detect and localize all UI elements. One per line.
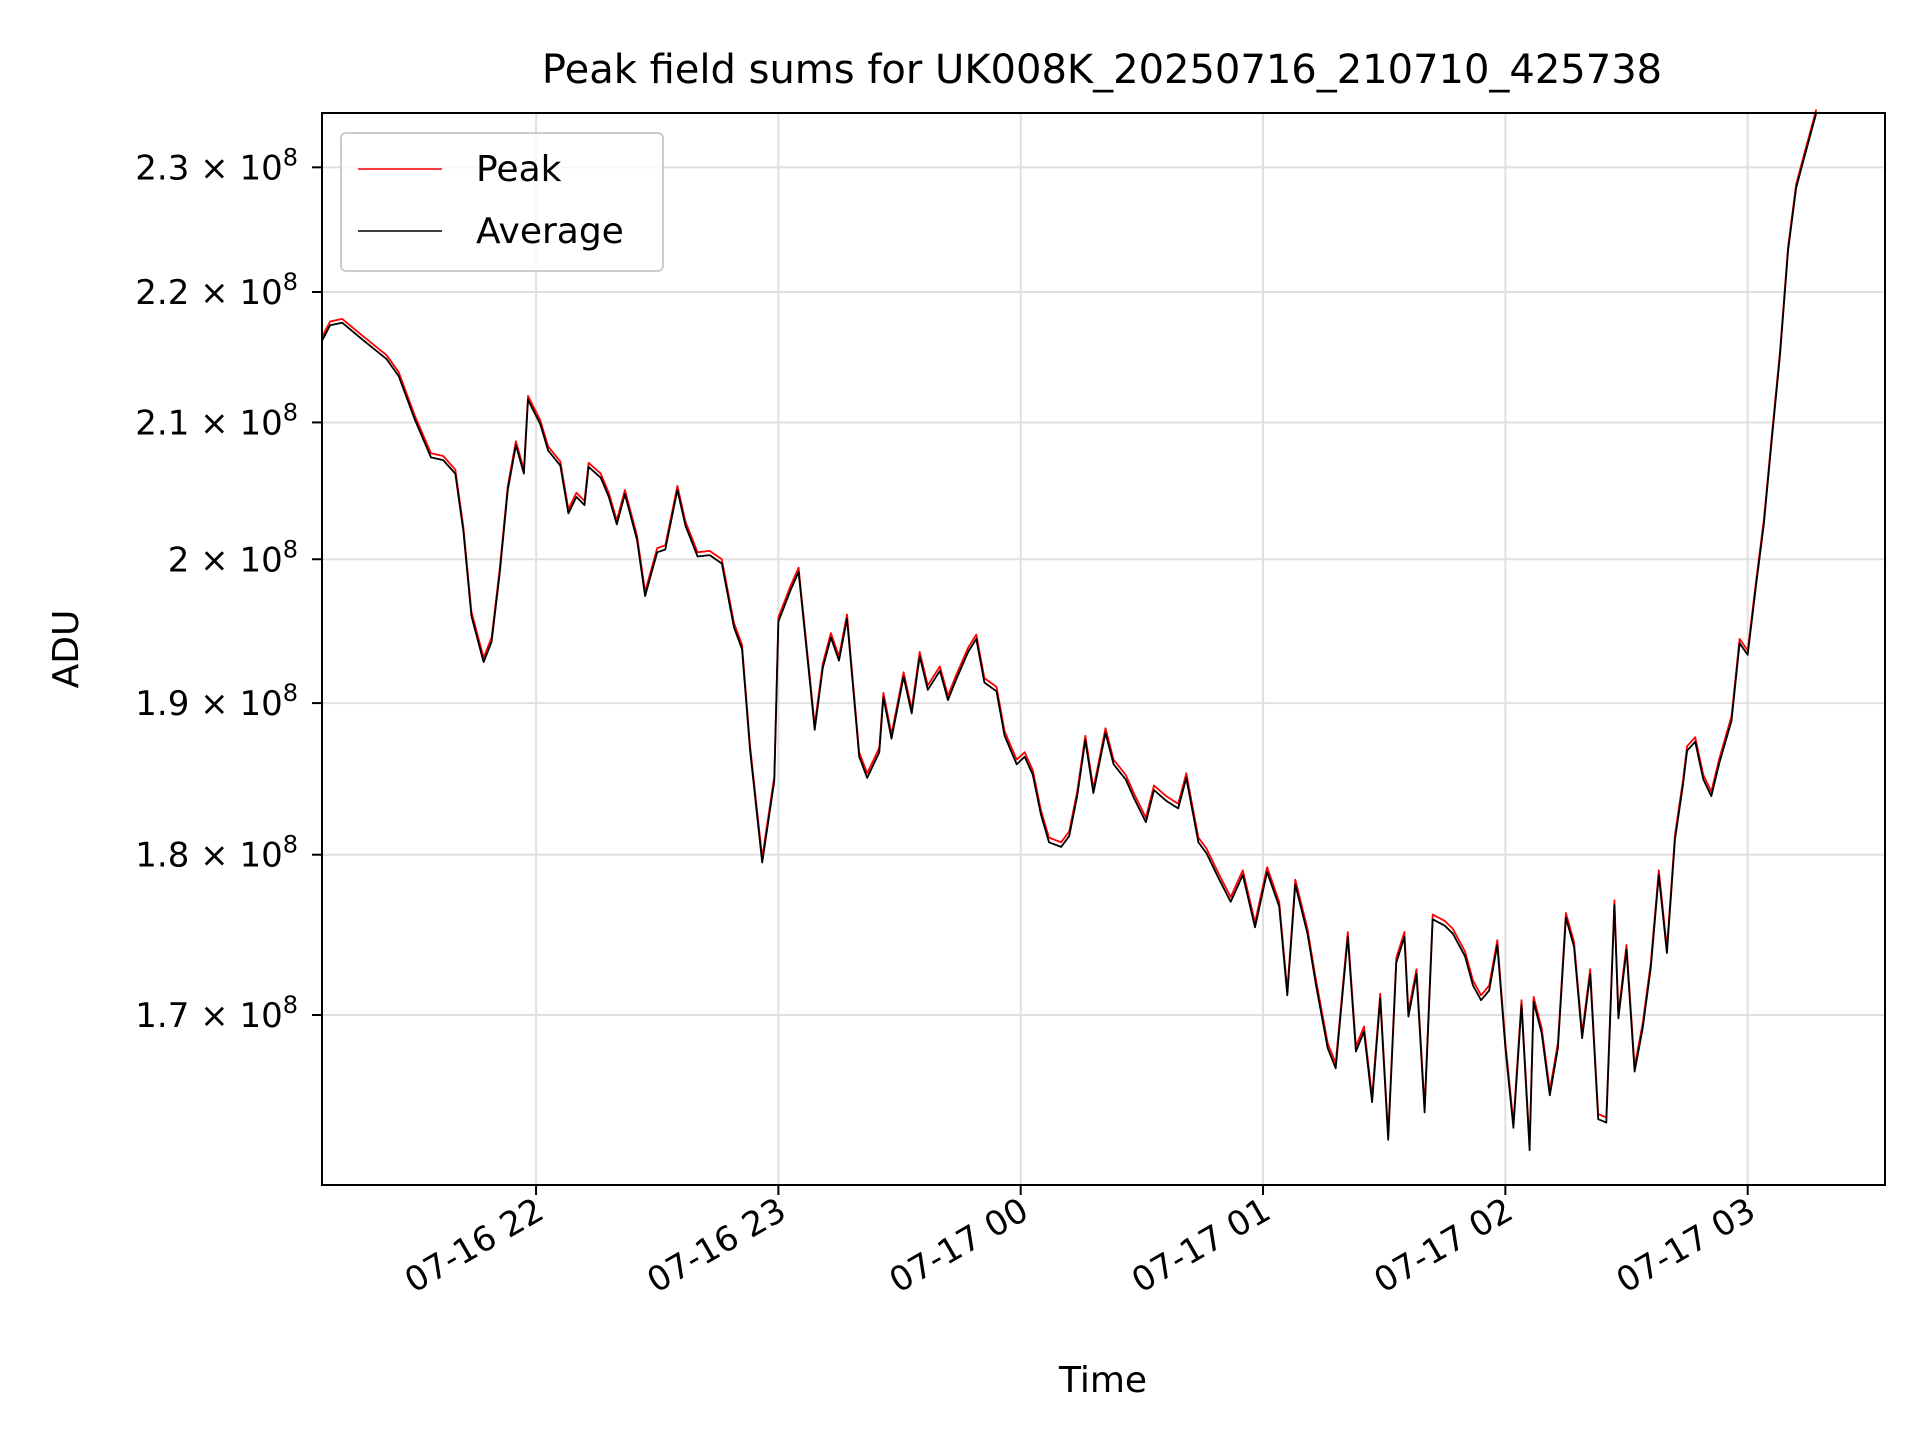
x-axis-label: Time — [1058, 1360, 1147, 1401]
y-tick-label: 1.7 × 108 — [135, 991, 298, 1036]
series-line-peak — [321, 109, 1818, 1146]
legend-label-peak: Peak — [476, 149, 562, 190]
y-axis-label: ADU — [46, 610, 87, 689]
series-lines — [321, 109, 1818, 1152]
chart-title: Peak field sums for UK008K_20250716_2107… — [542, 47, 1662, 93]
y-tick-label: 2 × 108 — [168, 535, 298, 580]
legend: Peak Average — [340, 132, 664, 272]
legend-label-average: Average — [476, 211, 624, 252]
y-tick-label: 1.9 × 108 — [135, 679, 298, 724]
y-tick-label: 1.8 × 108 — [135, 831, 298, 876]
y-tick-label: 2.2 × 108 — [135, 268, 298, 313]
series-line-average — [321, 112, 1818, 1152]
legend-box — [340, 132, 664, 272]
plot-area-frame — [321, 112, 1886, 1186]
y-tick-label: 2.1 × 108 — [135, 398, 298, 443]
y-axis-ticks: 1.7 × 108 1.8 × 108 1.9 × 108 2 × 108 2.1 × … — [135, 143, 322, 1036]
y-tick-label: 2.3 × 108 — [135, 143, 298, 188]
